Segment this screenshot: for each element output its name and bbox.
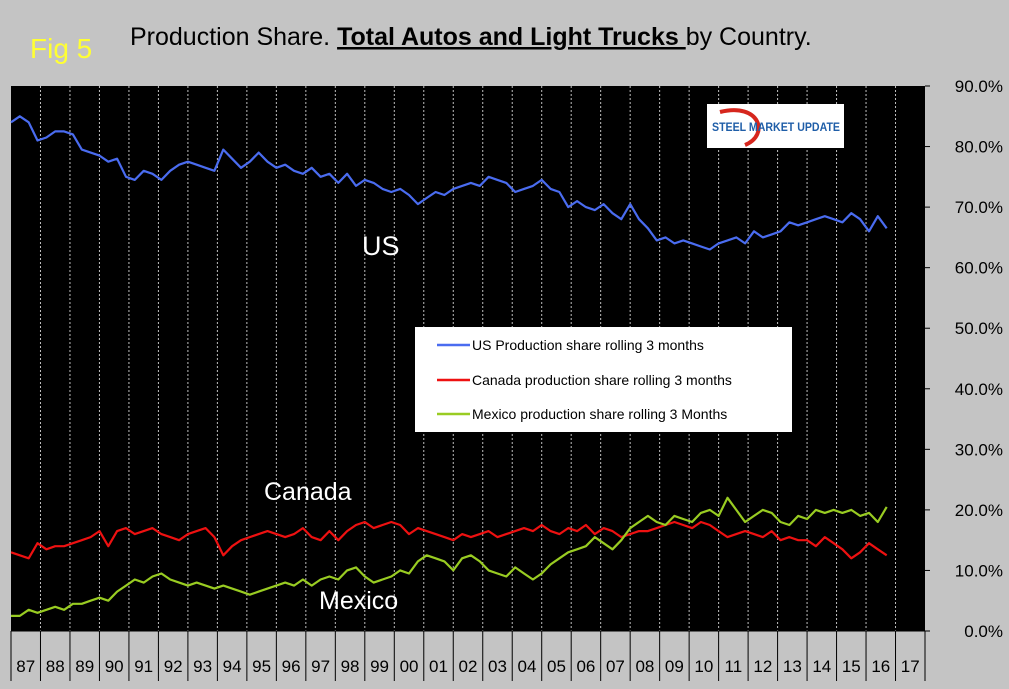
x-tick-label: 99 bbox=[370, 657, 389, 676]
series-line-canada bbox=[10, 520, 888, 560]
annotation-us: US bbox=[362, 231, 400, 261]
x-tick-label: 96 bbox=[282, 657, 301, 676]
x-tick-label: 98 bbox=[341, 657, 360, 676]
x-tick-label: 09 bbox=[665, 657, 684, 676]
x-tick-label: 08 bbox=[635, 657, 654, 676]
x-tick-label: 15 bbox=[842, 657, 861, 676]
series-line-us bbox=[10, 115, 888, 251]
x-tick-label: 17 bbox=[901, 657, 920, 676]
y-tick-label: 40.0% bbox=[955, 380, 1003, 399]
x-tick-label: 07 bbox=[606, 657, 625, 676]
annotation-mexico: Mexico bbox=[319, 587, 398, 615]
x-tick-label: 01 bbox=[429, 657, 448, 676]
legend-box bbox=[415, 327, 792, 432]
x-tick-label: 94 bbox=[223, 657, 242, 676]
series-line-mexico bbox=[11, 496, 888, 618]
y-tick-label: 60.0% bbox=[955, 259, 1003, 278]
legend-entry-mexico: Mexico production share rolling 3 Months bbox=[472, 406, 727, 422]
y-tick-label: 20.0% bbox=[955, 501, 1003, 520]
x-tick-label: 87 bbox=[16, 657, 35, 676]
legend-entry-canada: Canada production share rolling 3 months bbox=[472, 372, 732, 388]
x-tick-label: 92 bbox=[164, 657, 183, 676]
x-tick-label: 10 bbox=[694, 657, 713, 676]
y-axis: 0.0% 10.0% 20.0% 30.0% 40.0% 50.0% 60.0% 70.0% 8… bbox=[925, 77, 1003, 641]
logo-text: STEEL MARKET UPDATE bbox=[712, 122, 840, 134]
chart-title: Production Share. Total Autos and Light … bbox=[130, 23, 812, 51]
x-tick-label: 06 bbox=[576, 657, 595, 676]
y-tick-label: 70.0% bbox=[955, 198, 1003, 217]
x-tick-label: 90 bbox=[105, 657, 124, 676]
x-tick-label: 95 bbox=[252, 657, 271, 676]
title-suffix: by Country. bbox=[686, 23, 812, 51]
x-tick-label: 12 bbox=[753, 657, 772, 676]
legend-entry-us: US Production share rolling 3 months bbox=[472, 337, 704, 353]
title-emphasis: Total Autos and Light Trucks bbox=[337, 23, 686, 51]
x-axis: 87 88 89 90 91 92 93 94 95 96 97 98 99 00 01 02 03 04 05 06… bbox=[10, 630, 926, 681]
x-tick-label: 02 bbox=[459, 657, 478, 676]
x-tick-label: 04 bbox=[518, 657, 537, 676]
x-axis-band bbox=[11, 631, 925, 681]
x-tick-label: 89 bbox=[75, 657, 94, 676]
series-lines bbox=[10, 115, 888, 618]
y-tick-label: 0.0% bbox=[964, 622, 1003, 641]
y-tick-label: 90.0% bbox=[955, 77, 1003, 96]
x-tick-label: 88 bbox=[46, 657, 65, 676]
x-tick-label: 13 bbox=[783, 657, 802, 676]
x-tick-label: 16 bbox=[871, 657, 890, 676]
x-tick-label: 91 bbox=[134, 657, 153, 676]
x-tick-label: 93 bbox=[193, 657, 212, 676]
x-tick-label: 11 bbox=[725, 657, 743, 676]
x-tick-label: 14 bbox=[812, 657, 831, 676]
logo-swoosh-icon bbox=[719, 108, 761, 147]
y-tick-label: 50.0% bbox=[955, 319, 1003, 338]
figure-label: Fig 5 bbox=[30, 33, 92, 64]
y-tick-label: 80.0% bbox=[955, 138, 1003, 157]
x-tick-label: 00 bbox=[400, 657, 419, 676]
title-prefix: Production Share. bbox=[130, 23, 337, 51]
y-tick-label: 30.0% bbox=[955, 440, 1003, 459]
x-tick-label: 97 bbox=[311, 657, 330, 676]
logo: STEEL MARKET UPDATE bbox=[707, 104, 844, 148]
x-tick-label: 05 bbox=[547, 657, 566, 676]
annotation-canada: Canada bbox=[264, 478, 352, 506]
x-tick-label: 03 bbox=[488, 657, 507, 676]
y-tick-label: 10.0% bbox=[955, 561, 1003, 580]
legend: US Production share rolling 3 months Can… bbox=[415, 327, 792, 432]
